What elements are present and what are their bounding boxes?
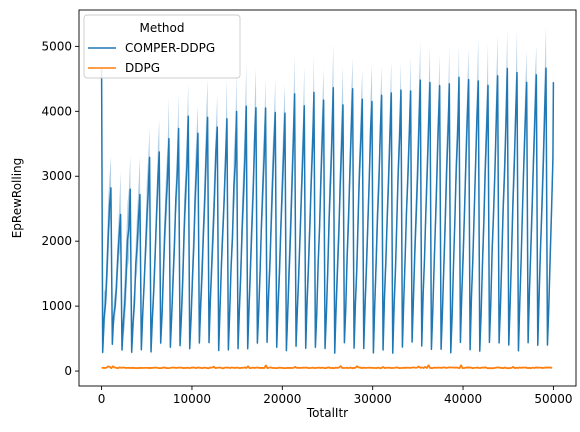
legend-box [83, 14, 241, 79]
legend: Method COMPER-DDPG DDPG [83, 14, 241, 79]
y-tick-label: 4000 [41, 104, 72, 118]
plot-area-frame [78, 9, 577, 387]
y-tick-label: 3000 [41, 169, 72, 183]
legend-label-ddpg: DDPG [125, 61, 160, 75]
legend-label-comper-ddpg: COMPER-DDPG [125, 41, 215, 55]
x-tick-label: 50000 [534, 392, 572, 406]
y-axis-ticks: 0 1000 2000 3000 4000 5000 [41, 39, 79, 378]
x-tick-label: 0 [98, 392, 106, 406]
x-tick-label: 10000 [173, 392, 211, 406]
x-tick-label: 30000 [354, 392, 392, 406]
series-line-comper-ddpg [100, 67, 555, 354]
series-line-ddpg [101, 364, 553, 370]
y-tick-label: 5000 [41, 39, 72, 53]
y-tick-label: 0 [64, 364, 72, 378]
x-axis-ticks: 0 10000 20000 30000 40000 50000 [98, 386, 573, 406]
x-tick-label: 40000 [444, 392, 482, 406]
series-line-layer [100, 67, 555, 370]
x-axis-label: TotalItr [306, 406, 348, 420]
x-tick-label: 20000 [263, 392, 301, 406]
y-tick-label: 1000 [41, 299, 72, 313]
y-tick-label: 2000 [41, 234, 72, 248]
y-axis-label: EpRewRolling [10, 158, 24, 239]
legend-title: Method [139, 21, 184, 35]
